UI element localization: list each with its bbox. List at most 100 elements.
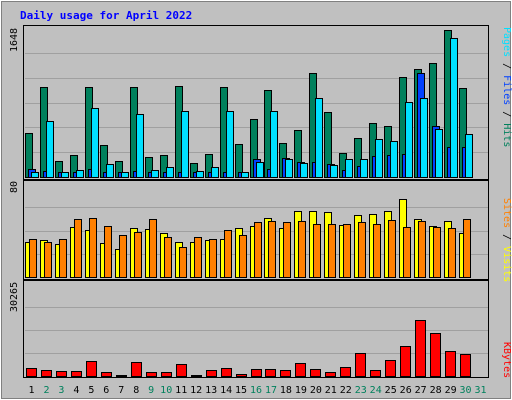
bottom-panel-max-label: 30265 [9, 282, 20, 312]
kbytes-bar [161, 372, 172, 377]
sites-bar-body [343, 224, 351, 278]
kbytes-bar [340, 367, 351, 377]
x-axis-day-label: 14 [220, 385, 232, 396]
pages-bar-body [360, 159, 368, 178]
pages-bar [256, 162, 264, 178]
pages-bar [181, 111, 189, 178]
x-axis-day-label: 24 [370, 385, 382, 396]
legend-entry: Sites [501, 198, 512, 228]
x-axis-day-label: 16 [250, 385, 262, 396]
kbytes-bar [415, 320, 426, 377]
pages-bar [270, 111, 278, 178]
sites-bar [179, 247, 187, 278]
pages-bar [345, 159, 353, 178]
pages-bar-body [315, 98, 323, 178]
kbytes-bar-body [116, 375, 127, 377]
pages-bar [315, 98, 323, 178]
sites-bar [224, 230, 232, 278]
legend-entry: / [501, 57, 512, 75]
kbytes-bar [400, 346, 411, 377]
sites-bar-body [224, 230, 232, 278]
kbytes-bar [355, 353, 366, 377]
pages-bar-body [181, 111, 189, 178]
legend-entry: Visits [501, 246, 512, 282]
kbytes-bar [430, 333, 441, 377]
kbytes-bar-body [280, 370, 291, 377]
sites-bar-body [239, 235, 247, 278]
pages-bar-body [166, 167, 174, 178]
kbytes-bar-body [385, 360, 396, 377]
pages-bar [390, 141, 398, 178]
sites-bar [313, 224, 321, 278]
sites-bar-body [373, 224, 381, 278]
sites-bar-body [448, 228, 456, 278]
pages-bar-body [31, 172, 39, 178]
x-axis-day-label: 7 [118, 385, 124, 396]
pages-bar [226, 111, 234, 178]
pages-bar [196, 171, 204, 178]
sites-bar [403, 227, 411, 278]
sites-bar [104, 226, 112, 278]
kbytes-bar-body [445, 351, 456, 377]
legend-entry: / [501, 105, 512, 123]
legend-entry: Hits [501, 123, 512, 147]
x-axis-day-label: 31 [474, 385, 486, 396]
pages-bar-body [241, 172, 249, 178]
sites-bar [239, 235, 247, 278]
pages-bar [241, 172, 249, 178]
kbytes-bar-body [430, 333, 441, 377]
sites-bar [119, 235, 127, 278]
kbytes-bar [385, 360, 396, 377]
pages-bar [121, 172, 129, 178]
sites-bar-body [179, 247, 187, 278]
x-axis-day-label: 17 [265, 385, 277, 396]
kbytes-bar-body [146, 372, 157, 377]
kbytes-bar-body [56, 371, 67, 377]
sites-bar-body [149, 219, 157, 278]
pages-bar [166, 167, 174, 178]
sites-bar-body [268, 221, 276, 278]
x-axis-day-label: 3 [58, 385, 64, 396]
kbytes-bar [370, 370, 381, 377]
pages-bar-body [435, 129, 443, 178]
sites-bar [44, 242, 52, 278]
sites-bar [373, 224, 381, 278]
kbytes-bar [191, 375, 202, 377]
sites-bar-body [298, 221, 306, 278]
pages-bar [465, 134, 473, 178]
x-axis-day-label: 13 [205, 385, 217, 396]
sites-bar-body [313, 224, 321, 278]
kbytes-bar-body [26, 368, 37, 377]
x-axis-day-label: 22 [340, 385, 352, 396]
sites-bar-body [388, 220, 396, 278]
kbytes-bar [325, 372, 336, 377]
bottom-panel-legend: KBytes [501, 342, 512, 378]
kbytes-panel: 30265 KBytes [9, 280, 512, 378]
sites-bar [418, 221, 426, 278]
pages-bar [211, 167, 219, 178]
sites-bar [29, 239, 37, 278]
pages-bar [405, 102, 413, 178]
kbytes-bar-body [71, 371, 82, 377]
kbytes-bar [86, 361, 97, 377]
x-axis-day-label: 9 [148, 385, 154, 396]
pages-bar-body [211, 167, 219, 178]
x-axis-day-label: 4 [73, 385, 79, 396]
x-axis-day-label: 28 [430, 385, 442, 396]
x-axis-day-label: 10 [160, 385, 172, 396]
kbytes-bar [41, 370, 52, 377]
top-panel-border [23, 25, 489, 180]
kbytes-bar [265, 369, 276, 377]
sites-bar [283, 222, 291, 278]
x-axis-day-label: 29 [445, 385, 457, 396]
pages-bar-body [151, 170, 159, 178]
sites-bar [268, 221, 276, 278]
kbytes-bar-body [325, 372, 336, 377]
pages-bar-body [450, 38, 458, 178]
kbytes-bar-body [310, 369, 321, 377]
sites-bar [448, 228, 456, 278]
kbytes-bar [221, 368, 232, 377]
kbytes-bar-body [41, 370, 52, 377]
kbytes-bar [146, 372, 157, 377]
x-axis-day-label: 27 [415, 385, 427, 396]
